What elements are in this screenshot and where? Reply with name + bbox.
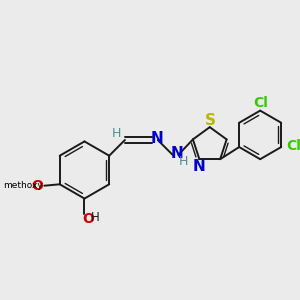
Text: O: O xyxy=(31,179,43,193)
Text: S: S xyxy=(205,112,216,128)
Text: Cl: Cl xyxy=(286,139,300,153)
Text: H: H xyxy=(179,155,188,169)
Text: H: H xyxy=(112,127,122,140)
Text: methoxy: methoxy xyxy=(4,181,43,190)
Text: N: N xyxy=(151,131,163,146)
Text: O: O xyxy=(82,212,94,226)
Text: H: H xyxy=(91,212,100,224)
Text: Cl: Cl xyxy=(253,96,268,110)
Text: N: N xyxy=(192,159,205,174)
Text: N: N xyxy=(170,146,183,161)
